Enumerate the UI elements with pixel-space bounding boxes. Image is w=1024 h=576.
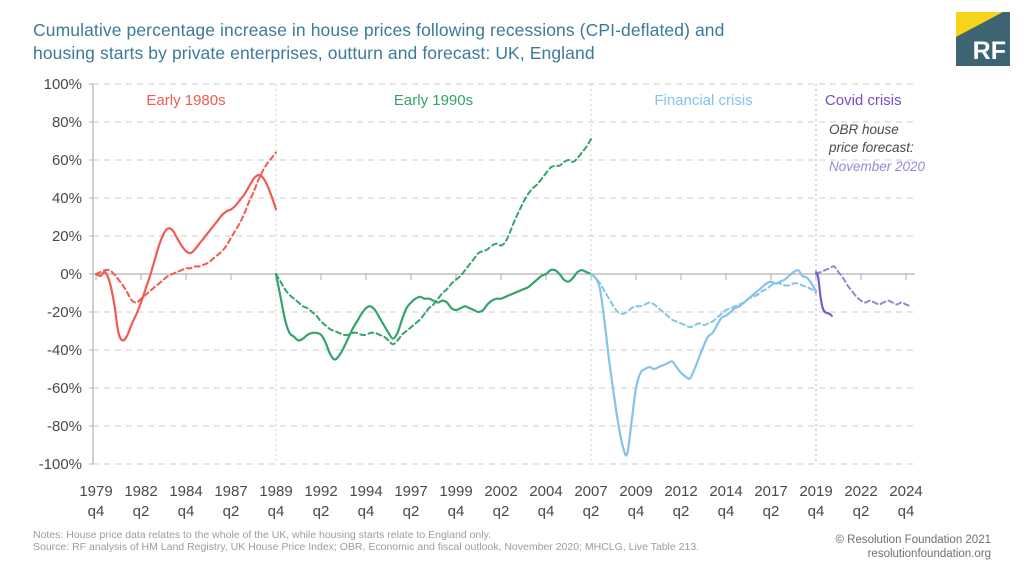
chart-footer: © Resolution Foundation 2021 resolutionf… bbox=[835, 533, 991, 561]
x-tick-quarter: q4 bbox=[268, 503, 285, 520]
chart-notes: Notes: House price data relates to the w… bbox=[33, 529, 700, 553]
annotation-label: OBR house price forecast: bbox=[829, 122, 914, 155]
rf-logo-icon: RF bbox=[956, 12, 1010, 66]
obr-forecast-annotation: OBR house price forecast: November 2020 bbox=[829, 121, 927, 176]
x-tick-quarter: q4 bbox=[628, 503, 645, 520]
x-tick-year: 1989 bbox=[259, 483, 292, 500]
source-line: Source: RF analysis of HM Land Registry,… bbox=[33, 540, 700, 553]
y-tick-label: -60% bbox=[47, 380, 82, 397]
page-title-line1: Cumulative percentage increase in house … bbox=[33, 20, 725, 40]
x-tick-year: 2002 bbox=[484, 483, 517, 500]
x-tick-quarter: q2 bbox=[763, 503, 780, 520]
rf-logo: RF bbox=[956, 12, 1010, 66]
x-tick-year: 2024 bbox=[889, 483, 922, 500]
x-tick-year: 2017 bbox=[754, 483, 787, 500]
y-tick-label: 100% bbox=[44, 76, 82, 93]
x-tick-quarter: q4 bbox=[808, 503, 825, 520]
x-tick-year: 1992 bbox=[304, 483, 337, 500]
x-tick-year: 1999 bbox=[439, 483, 472, 500]
x-tick-quarter: q4 bbox=[718, 503, 735, 520]
x-tick-year: 2014 bbox=[709, 483, 742, 500]
y-tick-label: -100% bbox=[39, 456, 82, 473]
x-tick-quarter: q4 bbox=[88, 503, 105, 520]
y-tick-label: 40% bbox=[52, 190, 82, 207]
series-early-1990s-solid bbox=[274, 268, 593, 361]
copyright-text: © Resolution Foundation 2021 bbox=[835, 534, 991, 546]
x-tick-year: 1997 bbox=[394, 483, 427, 500]
x-tick-quarter: q2 bbox=[133, 503, 150, 520]
x-tick-quarter: q4 bbox=[358, 503, 375, 520]
x-tick-quarter: q2 bbox=[853, 503, 870, 520]
y-tick-label: -40% bbox=[47, 342, 82, 359]
page-title: Cumulative percentage increase in house … bbox=[33, 19, 724, 65]
y-tick-label: 20% bbox=[52, 228, 82, 245]
x-tick-year: 2009 bbox=[619, 483, 652, 500]
series-covid-crisis-dashed bbox=[815, 265, 912, 308]
x-tick-quarter: q4 bbox=[178, 503, 195, 520]
x-tick-year: 1984 bbox=[169, 483, 202, 500]
x-tick-year: 1987 bbox=[214, 483, 247, 500]
page-title-line2: housing starts by private enterprises, o… bbox=[33, 43, 595, 63]
x-tick-year: 2022 bbox=[844, 483, 877, 500]
series-financial-crisis-dashed bbox=[590, 273, 817, 329]
x-tick-year: 1994 bbox=[349, 483, 382, 500]
x-tick-quarter: q4 bbox=[898, 503, 915, 520]
y-tick-label: -80% bbox=[47, 418, 82, 435]
panel-label-covid-crisis: Covid crisis bbox=[824, 92, 902, 109]
x-tick-quarter: q2 bbox=[223, 503, 240, 520]
y-tick-label: 60% bbox=[52, 152, 82, 169]
x-tick-quarter: q2 bbox=[583, 503, 600, 520]
x-tick-year: 2004 bbox=[529, 483, 562, 500]
y-tick-label: 80% bbox=[52, 114, 82, 131]
rf-logo-text: RF bbox=[973, 37, 1006, 65]
x-tick-quarter: q2 bbox=[493, 503, 510, 520]
series-early-1980s-solid bbox=[94, 174, 278, 342]
series-financial-crisis-solid bbox=[589, 268, 818, 457]
x-tick-year: 1982 bbox=[124, 483, 157, 500]
notes-line: Notes: House price data relates to the w… bbox=[33, 529, 491, 541]
series-covid-crisis-solid bbox=[814, 271, 833, 317]
panel-label-financial-crisis: Financial crisis bbox=[654, 92, 753, 109]
x-tick-quarter: q2 bbox=[403, 503, 420, 520]
panel-label-early-1980s: Early 1980s bbox=[146, 92, 226, 109]
series-early-1980s-dashed bbox=[95, 151, 277, 304]
y-tick-label: -20% bbox=[47, 304, 82, 321]
x-tick-quarter: q2 bbox=[673, 503, 690, 520]
x-tick-year: 2019 bbox=[799, 483, 832, 500]
x-tick-year: 2007 bbox=[574, 483, 607, 500]
x-tick-quarter: q2 bbox=[313, 503, 330, 520]
x-tick-year: 2012 bbox=[664, 483, 697, 500]
y-tick-label: 0% bbox=[60, 266, 82, 283]
panel-label-early-1990s: Early 1990s bbox=[393, 92, 474, 109]
x-tick-quarter: q4 bbox=[538, 503, 555, 520]
annotation-value: November 2020 bbox=[829, 159, 926, 174]
series-early-1990s-dashed bbox=[275, 138, 592, 346]
x-tick-quarter: q4 bbox=[448, 503, 465, 520]
x-tick-year: 1979 bbox=[79, 483, 112, 500]
website-text: resolutionfoundation.org bbox=[867, 548, 991, 560]
